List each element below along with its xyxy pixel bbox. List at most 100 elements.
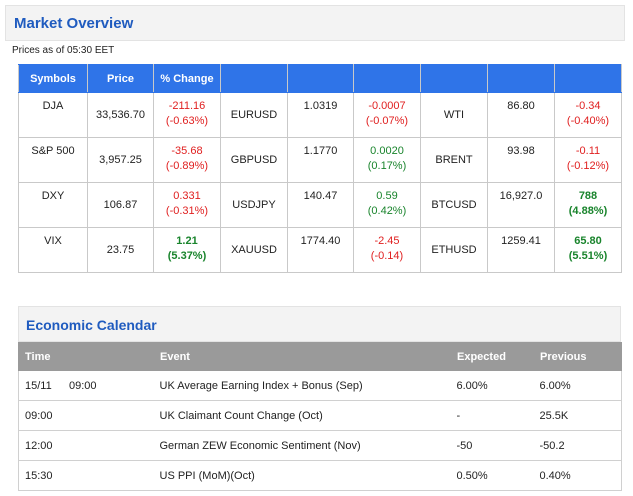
header-change: % Change	[153, 64, 221, 93]
time-cell: 09:00	[18, 400, 154, 431]
symbol-cell[interactable]: EURUSD	[220, 92, 288, 138]
change-percent: (-0.14)	[370, 250, 404, 262]
event-name: UK Claimant Count Change (Oct)	[153, 400, 451, 431]
change-value: 1.21	[176, 235, 198, 247]
market-row: S&P 500 3,957.25 -35.68 (-0.89%) GBPUSD 1.177…	[18, 137, 622, 183]
symbol-cell[interactable]: GBPUSD	[220, 137, 288, 183]
change-cell: -0.0007 (-0.07%)	[353, 92, 421, 138]
market-overview-header: Market Overview	[5, 5, 625, 41]
calendar-table: Time Event Expected Previous 15/11 09:00 U…	[18, 342, 622, 491]
expected-value: 0.50%	[450, 460, 534, 491]
calendar-row: 15:30 US PPI (MoM)(Oct) 0.50% 0.40%	[18, 460, 622, 491]
symbol-cell[interactable]: DJA	[18, 92, 88, 138]
price-value: 140.47	[303, 190, 338, 202]
market-header-row: Symbols Price % Change	[18, 64, 622, 93]
price-cell: 33,536.70	[87, 92, 154, 138]
change-value: -211.16	[168, 100, 206, 112]
header-previous: Previous	[533, 342, 622, 371]
change-value: 788	[578, 190, 598, 202]
previous-value: -50.2	[533, 430, 622, 461]
change-cell: 0.331 (-0.31%)	[153, 182, 221, 228]
time-cell: 15:30	[18, 460, 154, 491]
event-name: UK Average Earning Index + Bonus (Sep)	[153, 370, 451, 401]
event-name: US PPI (MoM)(Oct)	[153, 460, 451, 491]
change-cell: 1.21 (5.37%)	[153, 227, 221, 273]
event-time: 15:30	[25, 469, 53, 482]
time-cell: 15/11 09:00	[18, 370, 154, 401]
symbol-cell[interactable]: BRENT	[420, 137, 488, 183]
change-value: -0.0007	[368, 100, 406, 112]
previous-value: 25.5K	[533, 400, 622, 431]
price-value: 33,536.70	[96, 108, 145, 121]
symbol-cell[interactable]: ETHUSD	[420, 227, 488, 273]
header-blank	[353, 64, 421, 93]
symbol-cell[interactable]: XAUUSD	[220, 227, 288, 273]
price-value: 1.0319	[303, 100, 338, 112]
expected-value: -	[450, 400, 534, 431]
change-cell: -35.68 (-0.89%)	[153, 137, 221, 183]
header-blank	[220, 64, 288, 93]
event-date: 15/11	[25, 379, 52, 392]
expected-value: 6.00%	[450, 370, 534, 401]
header-blank	[420, 64, 488, 93]
calendar-row: 09:00 UK Claimant Count Change (Oct) -25.5…	[18, 400, 622, 431]
symbol-cell[interactable]: USDJPY	[220, 182, 288, 228]
previous-value: 0.40%	[533, 460, 622, 491]
symbol-cell[interactable]: BTCUSD	[420, 182, 488, 228]
header-time: Time	[18, 342, 154, 371]
change-cell: -0.34 (-0.40%)	[554, 92, 622, 138]
change-cell: -2.45 (-0.14)	[353, 227, 421, 273]
change-percent: (5.51%)	[568, 250, 608, 262]
change-cell: -211.16 (-0.63%)	[153, 92, 221, 138]
header-price: Price	[87, 64, 154, 93]
calendar-row: 12:00 German ZEW Economic Sentiment (Nov)…	[18, 430, 622, 461]
event-time: 09:00	[25, 409, 53, 422]
change-percent: (0.42%)	[367, 205, 407, 217]
change-value: 0.0020	[370, 145, 404, 157]
event-time: 12:00	[25, 439, 53, 452]
price-cell: 140.47	[287, 182, 354, 228]
header-expected: Expected	[450, 342, 534, 371]
change-percent: (4.88%)	[568, 205, 608, 217]
expected-value: -50	[450, 430, 534, 461]
change-percent: (5.37%)	[167, 250, 207, 262]
change-value: -0.34	[575, 100, 601, 112]
change-value: 65.80	[574, 235, 602, 247]
symbol-cell[interactable]: DXY	[18, 182, 88, 228]
price-cell: 93.98	[487, 137, 555, 183]
market-row: DJA 33,536.70 -211.16 (-0.63%) EURUSD 1.0319 -…	[18, 92, 622, 138]
change-percent: (0.17%)	[367, 160, 407, 172]
economic-calendar-header: Economic Calendar	[18, 306, 621, 342]
change-percent: (-0.31%)	[165, 205, 209, 217]
previous-value: 6.00%	[533, 370, 622, 401]
calendar-header-row: Time Event Expected Previous	[18, 342, 622, 371]
event-time: 09:00	[69, 379, 97, 392]
price-cell: 106.87	[87, 182, 154, 228]
price-value: 86.80	[507, 100, 535, 112]
prices-timestamp: Prices as of 05:30 EET	[12, 45, 115, 56]
change-percent: (-0.40%)	[566, 115, 610, 127]
calendar-row: 15/11 09:00 UK Average Earning Index + Bon…	[18, 370, 622, 401]
change-cell: 0.0020 (0.17%)	[353, 137, 421, 183]
economic-calendar-title: Economic Calendar	[26, 317, 157, 333]
header-symbols: Symbols	[18, 64, 88, 93]
price-value: 23.75	[106, 243, 135, 256]
price-cell: 1774.40	[287, 227, 354, 273]
change-percent: (-0.12%)	[566, 160, 610, 172]
change-percent: (-0.89%)	[165, 160, 209, 172]
symbol-cell[interactable]: WTI	[420, 92, 488, 138]
symbol-cell[interactable]: VIX	[18, 227, 88, 273]
header-blank	[554, 64, 622, 93]
symbol-cell[interactable]: S&P 500	[18, 137, 88, 183]
change-cell: 788 (4.88%)	[554, 182, 622, 228]
change-percent: (-0.63%)	[165, 115, 209, 127]
time-cell: 12:00	[18, 430, 154, 461]
price-cell: 1.1770	[287, 137, 354, 183]
market-table: Symbols Price % Change DJA 33,536.70 -211.…	[18, 64, 622, 273]
market-overview-title: Market Overview	[14, 15, 134, 32]
change-percent: (-0.07%)	[365, 115, 409, 127]
header-event: Event	[153, 342, 451, 371]
change-value: -0.11	[575, 145, 601, 157]
price-cell: 1259.41	[487, 227, 555, 273]
market-row: DXY 106.87 0.331 (-0.31%) USDJPY 140.47 0.59 (0…	[18, 182, 622, 228]
